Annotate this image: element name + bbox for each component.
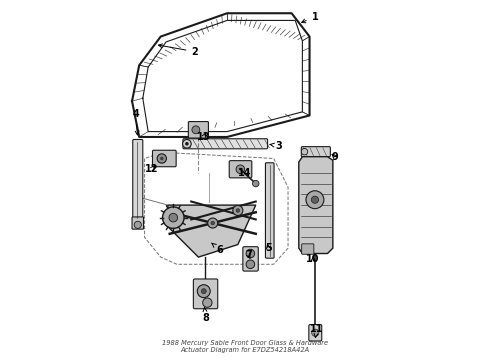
Circle shape bbox=[312, 329, 319, 336]
Circle shape bbox=[233, 206, 243, 216]
FancyBboxPatch shape bbox=[301, 147, 330, 157]
FancyBboxPatch shape bbox=[302, 244, 314, 254]
Circle shape bbox=[157, 154, 167, 163]
Circle shape bbox=[236, 165, 245, 174]
Circle shape bbox=[211, 221, 215, 225]
FancyBboxPatch shape bbox=[266, 163, 274, 258]
Circle shape bbox=[208, 218, 218, 228]
Circle shape bbox=[252, 180, 259, 187]
FancyBboxPatch shape bbox=[183, 139, 268, 149]
Circle shape bbox=[169, 213, 177, 222]
Text: 4: 4 bbox=[132, 109, 139, 135]
Text: 12: 12 bbox=[145, 164, 158, 174]
Circle shape bbox=[185, 142, 189, 145]
FancyBboxPatch shape bbox=[194, 279, 218, 309]
Text: 13: 13 bbox=[197, 132, 211, 142]
Circle shape bbox=[301, 148, 308, 155]
FancyBboxPatch shape bbox=[152, 150, 176, 167]
Text: 7: 7 bbox=[245, 250, 252, 260]
Circle shape bbox=[183, 139, 191, 148]
Polygon shape bbox=[299, 157, 333, 253]
Circle shape bbox=[311, 196, 318, 203]
Text: 9: 9 bbox=[331, 152, 338, 162]
Circle shape bbox=[201, 289, 206, 294]
FancyBboxPatch shape bbox=[243, 247, 258, 271]
Circle shape bbox=[246, 249, 255, 258]
Text: 2: 2 bbox=[158, 44, 198, 57]
Text: 6: 6 bbox=[212, 243, 223, 255]
Circle shape bbox=[192, 126, 200, 134]
Circle shape bbox=[197, 285, 210, 298]
FancyBboxPatch shape bbox=[309, 324, 322, 341]
Text: 1: 1 bbox=[302, 12, 318, 23]
Text: 1988 Mercury Sable Front Door Glass & Hardware
Actuator Diagram for E7DZ54218A42: 1988 Mercury Sable Front Door Glass & Ha… bbox=[162, 339, 328, 353]
Text: 14: 14 bbox=[238, 168, 252, 178]
Circle shape bbox=[306, 191, 324, 209]
Circle shape bbox=[163, 207, 184, 228]
Circle shape bbox=[203, 298, 212, 307]
Circle shape bbox=[236, 209, 240, 212]
Text: 8: 8 bbox=[202, 307, 209, 323]
Polygon shape bbox=[168, 205, 256, 257]
FancyBboxPatch shape bbox=[133, 139, 143, 221]
Text: 3: 3 bbox=[270, 141, 282, 151]
FancyBboxPatch shape bbox=[229, 161, 252, 178]
Text: 10: 10 bbox=[306, 254, 320, 264]
FancyBboxPatch shape bbox=[132, 217, 144, 229]
Text: 5: 5 bbox=[265, 243, 271, 253]
FancyBboxPatch shape bbox=[188, 122, 208, 138]
Text: 11: 11 bbox=[310, 324, 323, 337]
Circle shape bbox=[160, 157, 164, 160]
Circle shape bbox=[246, 260, 255, 269]
Circle shape bbox=[134, 221, 141, 228]
